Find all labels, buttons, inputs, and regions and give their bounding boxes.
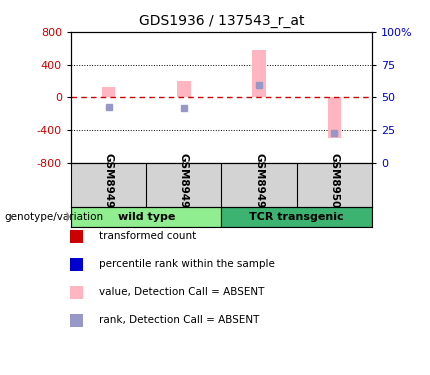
Title: GDS1936 / 137543_r_at: GDS1936 / 137543_r_at — [139, 14, 304, 28]
Bar — [71, 207, 221, 227]
Text: transformed count: transformed count — [99, 231, 196, 241]
Bar — [328, 98, 341, 138]
Text: GSM89499: GSM89499 — [254, 153, 264, 216]
Text: genotype/variation: genotype/variation — [4, 212, 104, 222]
Text: rank, Detection Call = ABSENT: rank, Detection Call = ABSENT — [99, 315, 259, 325]
Text: value, Detection Call = ABSENT: value, Detection Call = ABSENT — [99, 287, 264, 297]
Bar — [221, 207, 372, 227]
Text: GSM89497: GSM89497 — [104, 153, 114, 216]
Text: GSM89498: GSM89498 — [179, 153, 189, 216]
Text: GSM89500: GSM89500 — [329, 153, 339, 216]
Text: percentile rank within the sample: percentile rank within the sample — [99, 259, 275, 269]
Bar — [252, 50, 266, 98]
Bar — [102, 87, 115, 98]
Text: wild type: wild type — [117, 212, 175, 222]
Bar — [177, 81, 190, 98]
Text: TCR transgenic: TCR transgenic — [249, 212, 344, 222]
